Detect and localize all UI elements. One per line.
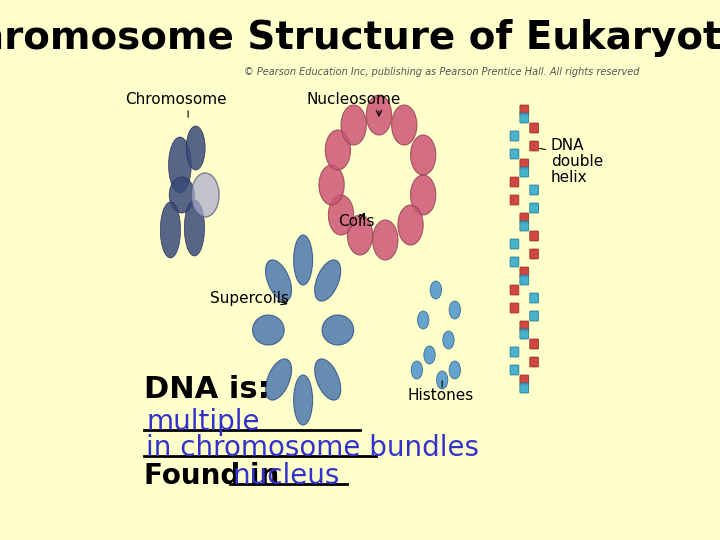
Circle shape [366, 95, 392, 135]
FancyBboxPatch shape [520, 383, 528, 393]
FancyBboxPatch shape [520, 105, 528, 115]
Ellipse shape [315, 260, 341, 301]
Text: Supercoils: Supercoils [210, 291, 289, 306]
FancyBboxPatch shape [520, 329, 528, 339]
FancyBboxPatch shape [530, 357, 539, 367]
FancyBboxPatch shape [530, 185, 539, 195]
FancyBboxPatch shape [530, 141, 539, 151]
Circle shape [341, 105, 366, 145]
FancyBboxPatch shape [510, 365, 519, 375]
Circle shape [392, 105, 417, 145]
Ellipse shape [315, 359, 341, 400]
Circle shape [449, 361, 461, 379]
FancyBboxPatch shape [530, 293, 539, 303]
Text: Nucleosome: Nucleosome [307, 92, 401, 107]
FancyBboxPatch shape [510, 149, 519, 159]
Text: DNA: DNA [551, 138, 585, 152]
FancyBboxPatch shape [510, 257, 519, 267]
Text: multiple: multiple [146, 408, 260, 436]
Ellipse shape [266, 359, 292, 400]
Text: Chromosome: Chromosome [125, 92, 226, 107]
FancyBboxPatch shape [510, 131, 519, 141]
FancyBboxPatch shape [520, 267, 528, 277]
Ellipse shape [294, 375, 312, 425]
FancyBboxPatch shape [520, 113, 528, 123]
FancyBboxPatch shape [520, 159, 528, 169]
Text: in chromosome bundles: in chromosome bundles [146, 434, 480, 462]
FancyBboxPatch shape [530, 203, 539, 213]
Text: © Pearson Education Inc, publishing as Pearson Prentice Hall. All rights reserve: © Pearson Education Inc, publishing as P… [244, 67, 640, 77]
Text: helix: helix [551, 171, 588, 186]
FancyBboxPatch shape [530, 339, 539, 349]
FancyBboxPatch shape [520, 275, 528, 285]
Text: Histones: Histones [408, 388, 474, 402]
Text: Coils: Coils [338, 214, 375, 230]
FancyBboxPatch shape [520, 167, 528, 177]
Ellipse shape [322, 315, 354, 345]
Circle shape [347, 215, 373, 255]
Circle shape [443, 331, 454, 349]
Text: Found in: Found in [144, 462, 279, 490]
FancyBboxPatch shape [530, 123, 539, 133]
FancyBboxPatch shape [510, 177, 519, 187]
Text: Chromosome Structure of Eukaryotes: Chromosome Structure of Eukaryotes [0, 19, 720, 57]
Ellipse shape [184, 200, 204, 256]
FancyBboxPatch shape [510, 285, 519, 295]
Ellipse shape [169, 177, 194, 213]
Circle shape [328, 195, 354, 235]
Ellipse shape [168, 137, 192, 193]
FancyBboxPatch shape [510, 347, 519, 357]
Text: double: double [551, 154, 603, 170]
Ellipse shape [186, 126, 205, 170]
FancyBboxPatch shape [530, 249, 539, 259]
Text: DNA is:: DNA is: [144, 375, 269, 404]
Circle shape [418, 311, 429, 329]
Ellipse shape [253, 315, 284, 345]
FancyBboxPatch shape [530, 231, 539, 241]
Circle shape [410, 175, 436, 215]
Ellipse shape [266, 260, 292, 301]
Circle shape [325, 130, 351, 170]
FancyBboxPatch shape [510, 195, 519, 205]
FancyBboxPatch shape [510, 239, 519, 249]
Circle shape [436, 371, 448, 389]
Ellipse shape [294, 235, 312, 285]
Circle shape [411, 361, 423, 379]
Circle shape [373, 220, 398, 260]
Circle shape [424, 346, 435, 364]
Circle shape [319, 165, 344, 205]
Circle shape [192, 173, 219, 217]
Circle shape [410, 135, 436, 175]
FancyBboxPatch shape [520, 221, 528, 231]
FancyBboxPatch shape [510, 303, 519, 313]
FancyBboxPatch shape [520, 213, 528, 223]
Circle shape [449, 301, 461, 319]
FancyBboxPatch shape [530, 311, 539, 321]
Circle shape [430, 281, 441, 299]
Circle shape [398, 205, 423, 245]
Ellipse shape [161, 202, 181, 258]
FancyBboxPatch shape [520, 375, 528, 385]
Text: nucleus: nucleus [233, 462, 340, 490]
FancyBboxPatch shape [520, 321, 528, 331]
